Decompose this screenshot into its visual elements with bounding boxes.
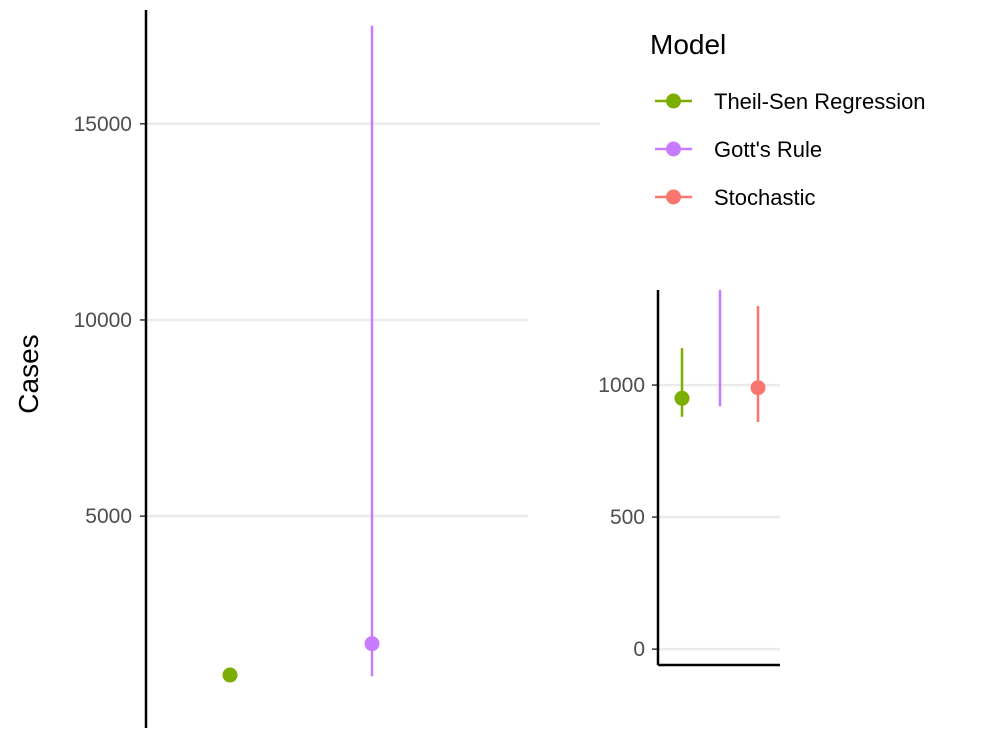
legend-label-3: Stochastic	[714, 185, 816, 210]
inset-tick-label-1000: 1000	[598, 374, 645, 397]
inset-point-1	[674, 390, 690, 406]
legend-title: Model	[650, 29, 726, 60]
inset-point-3	[750, 380, 766, 396]
legend-label-1: Theil-Sen Regression	[714, 89, 926, 114]
inset-plot: 0 500 1000	[598, 290, 780, 667]
legend-label-2: Gott's Rule	[714, 137, 822, 162]
main-point-3	[507, 666, 522, 681]
main-plot: 5000 10000 15000 Cases	[13, 10, 600, 728]
legend: Model Theil-Sen Regression Gott's Rule Stoc…	[650, 29, 926, 210]
main-point-1	[222, 667, 238, 683]
inset-tick-label-0: 0	[633, 638, 645, 661]
main-tick-label-5000: 5000	[85, 505, 132, 528]
main-tick-label-10000: 10000	[74, 309, 132, 332]
legend-key-point-3	[666, 189, 681, 205]
legend-key-point-1	[666, 93, 681, 109]
inset-tick-label-500: 500	[610, 506, 645, 529]
main-y-axis-title: Cases	[13, 334, 44, 413]
main-tick-label-15000: 15000	[74, 113, 132, 136]
main-point-2	[364, 636, 380, 652]
legend-key-point-2	[666, 141, 681, 157]
